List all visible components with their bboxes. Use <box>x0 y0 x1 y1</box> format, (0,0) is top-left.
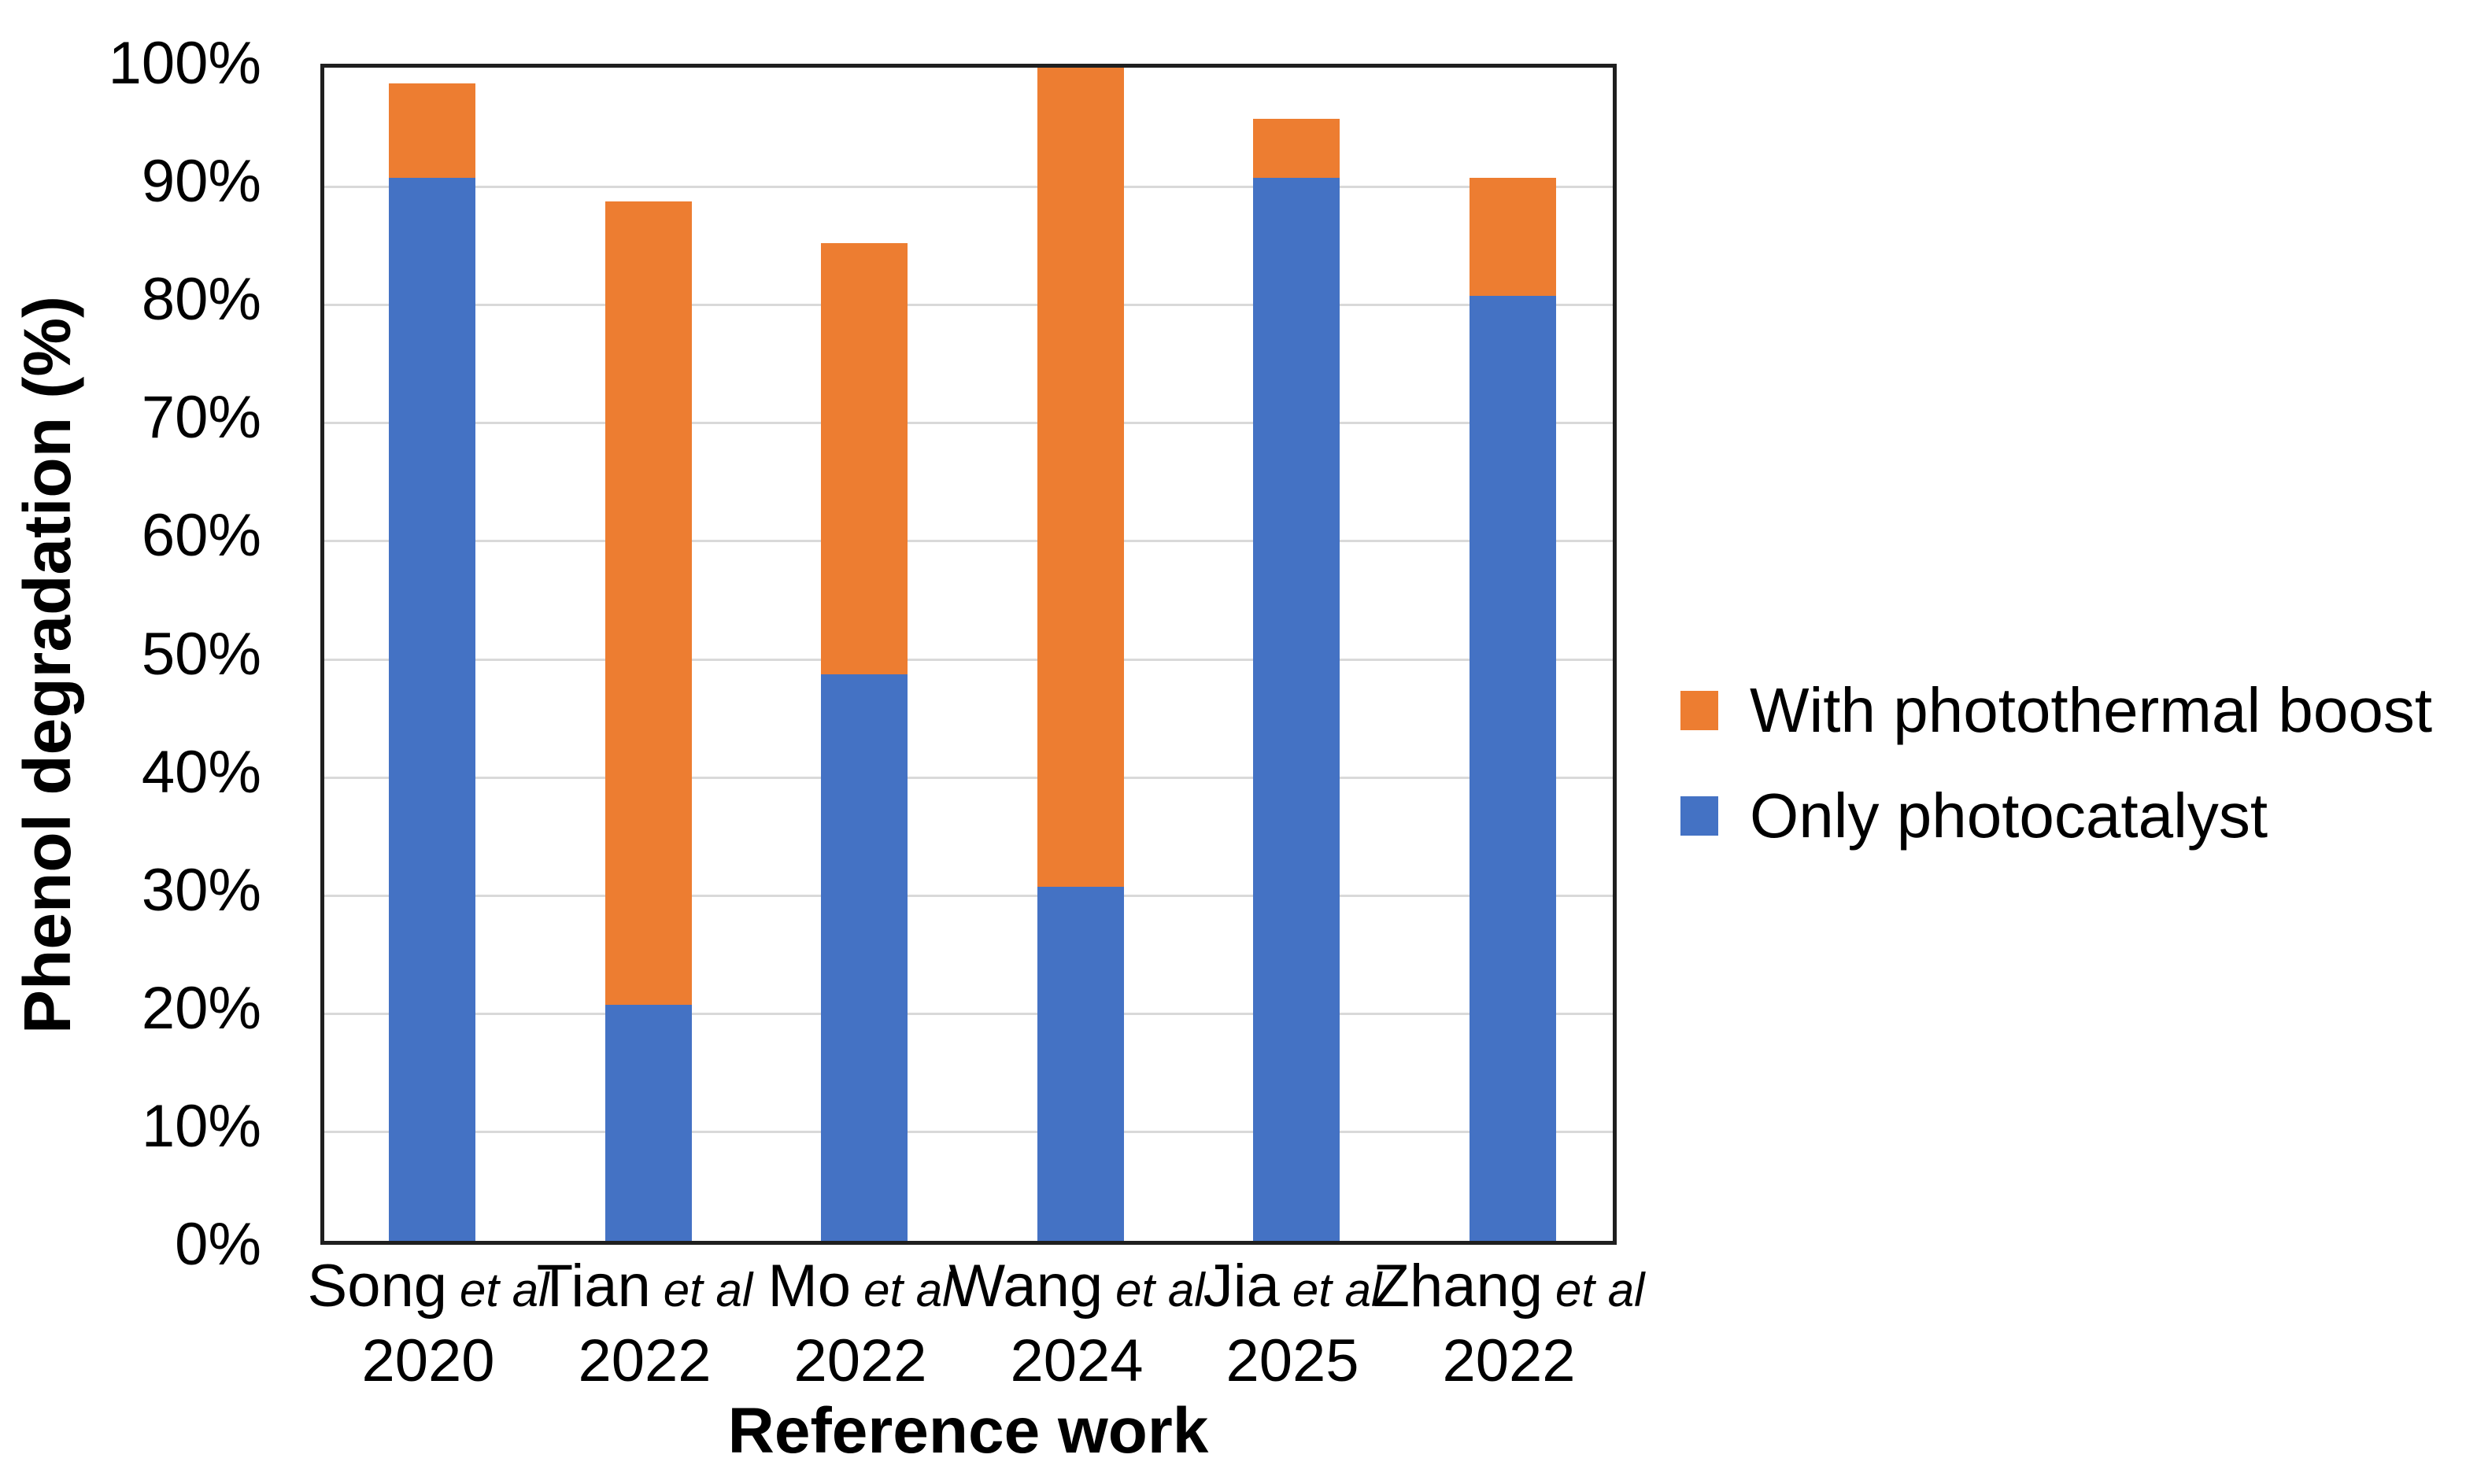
category-name: Mo <box>767 1253 852 1320</box>
y-tick-label-0: 0% <box>175 1211 261 1278</box>
gridline-70-percent <box>324 422 1613 424</box>
x-category-label-wang-2024: Wang et al 2024 <box>919 1254 1234 1394</box>
y-tick-label-80: 80% <box>141 266 261 333</box>
category-suffix: et al <box>863 1264 953 1316</box>
category-name: Tian <box>536 1253 651 1320</box>
x-axis-title: Reference work <box>727 1395 1209 1467</box>
bar-segment-only-photocatalyst-song-2020 <box>389 178 475 1241</box>
x-category-label-zhang-2022: Zhang et al 2022 <box>1351 1254 1666 1394</box>
category-year: 2025 <box>1226 1327 1359 1394</box>
y-tick-label-100: 100% <box>108 30 261 97</box>
legend-label-with-photothermal-boost: With photothermal boost <box>1750 675 2433 745</box>
y-axis-tick-labels: 0% 10% 20% 30% 40% 50% 60% 70% 80% 90% 100% <box>0 0 261 1484</box>
legend-swatch-with-photothermal-boost-icon <box>1680 691 1718 730</box>
category-name: Zhang <box>1373 1253 1544 1320</box>
category-year: 2020 <box>361 1327 495 1394</box>
category-suffix: et al <box>663 1264 753 1316</box>
bar-segment-with-photothermal-boost-zhang-2022 <box>1470 178 1556 296</box>
bar-segment-only-photocatalyst-mo-2022 <box>821 674 908 1241</box>
category-year: 2022 <box>793 1327 927 1394</box>
legend-item-only-photocatalyst: Only photocatalyst <box>1680 781 2268 851</box>
legend-label-only-photocatalyst: Only photocatalyst <box>1750 781 2268 851</box>
category-name: Song <box>307 1253 448 1320</box>
x-category-label-mo-2022: Mo et al 2022 <box>703 1254 1018 1394</box>
bar-segment-with-photothermal-boost-mo-2022 <box>821 243 908 674</box>
category-suffix: et al <box>1555 1264 1645 1316</box>
plot-area <box>320 64 1617 1245</box>
legend-item-with-photothermal-boost: With photothermal boost <box>1680 675 2432 745</box>
x-category-label-tian-2022: Tian et al 2022 <box>487 1254 802 1394</box>
gridline-30-percent <box>324 895 1613 897</box>
y-tick-label-10: 10% <box>141 1093 261 1160</box>
y-tick-label-70: 70% <box>141 384 261 451</box>
y-tick-label-50: 50% <box>141 621 261 688</box>
gridline-40-percent <box>324 777 1613 779</box>
category-year: 2022 <box>1442 1327 1576 1394</box>
category-suffix: et al <box>460 1264 549 1316</box>
gridline-20-percent <box>324 1013 1613 1015</box>
gridline-50-percent <box>324 659 1613 661</box>
category-name: Wang <box>948 1253 1104 1320</box>
y-tick-label-60: 60% <box>141 502 261 569</box>
gridline-60-percent <box>324 540 1613 542</box>
bar-segment-with-photothermal-boost-tian-2022 <box>605 201 692 1005</box>
y-tick-label-30: 30% <box>141 857 261 924</box>
gridline-10-percent <box>324 1131 1613 1133</box>
category-year: 2024 <box>1010 1327 1144 1394</box>
gridline-90-percent <box>324 186 1613 188</box>
bar-segment-with-photothermal-boost-wang-2024 <box>1037 68 1124 887</box>
x-category-label-song-2020: Song et al 2020 <box>271 1254 586 1394</box>
y-tick-label-90: 90% <box>141 148 261 215</box>
category-year: 2022 <box>578 1327 712 1394</box>
y-tick-label-40: 40% <box>141 739 261 806</box>
category-suffix: et al <box>1292 1264 1382 1316</box>
bar-segment-with-photothermal-boost-song-2020 <box>389 83 475 178</box>
legend-swatch-only-photocatalyst-icon <box>1680 796 1718 836</box>
bar-segment-only-photocatalyst-tian-2022 <box>605 1005 692 1241</box>
gridline-80-percent <box>324 304 1613 306</box>
bar-segment-with-photothermal-boost-jia-2025 <box>1253 119 1340 178</box>
bar-segment-only-photocatalyst-zhang-2022 <box>1470 296 1556 1241</box>
x-category-label-jia-2025: Jia et al 2025 <box>1135 1254 1450 1394</box>
bar-segment-only-photocatalyst-jia-2025 <box>1253 178 1340 1241</box>
category-name: Jia <box>1203 1253 1280 1320</box>
y-tick-label-20: 20% <box>141 975 261 1042</box>
bar-segment-only-photocatalyst-wang-2024 <box>1037 887 1124 1241</box>
category-suffix: et al <box>1115 1264 1205 1316</box>
